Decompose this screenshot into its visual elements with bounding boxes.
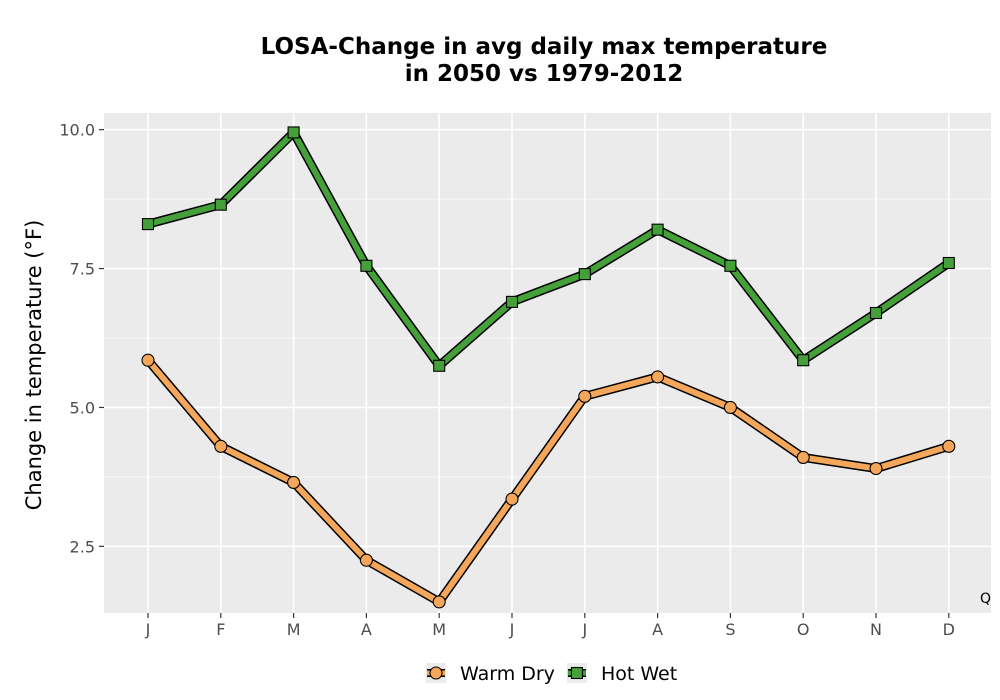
x-tick-label: J: [581, 620, 587, 639]
data-point-hot-wet: [505, 295, 519, 308]
legend-key-marker-warm-dry: [429, 666, 443, 680]
y-tick-label: 5.0: [70, 398, 95, 417]
data-point-hot-wet: [360, 259, 373, 272]
axis-labels: 2.5 5.0 7.5 10.0 J F M A M J J A S O N D: [59, 121, 955, 639]
legend-label-hot-wet: Hot Wet: [601, 663, 677, 685]
legend-label-warm-dry: Warm Dry: [460, 663, 555, 685]
data-point-warm-dry: [578, 389, 592, 403]
data-point-hot-wet: [869, 306, 883, 320]
y-axis-title: Change in temperature (°F): [22, 220, 46, 511]
data-point-warm-dry: [141, 353, 155, 367]
data-point-warm-dry: [287, 475, 301, 489]
data-point-hot-wet: [651, 223, 664, 236]
data-point-hot-wet: [287, 126, 300, 139]
data-point-warm-dry: [359, 553, 373, 567]
x-tick-label: S: [725, 620, 735, 639]
data-point-warm-dry: [796, 450, 810, 464]
series-line-hot-wet: [145, 129, 952, 369]
data-point-warm-dry: [723, 400, 737, 414]
y-tick-label: 2.5: [70, 537, 95, 556]
series-line-warm-dry: [145, 357, 952, 605]
legend-key-marker-hot-wet: [570, 666, 583, 680]
x-tick-label: A: [361, 620, 372, 639]
plot-panel: [104, 113, 991, 613]
series-layer: [141, 126, 956, 609]
data-point-warm-dry: [432, 595, 446, 609]
y-tick-label: 10.0: [59, 121, 95, 140]
x-tick-label: N: [870, 620, 882, 639]
data-point-warm-dry: [505, 492, 519, 506]
x-tick-label: J: [145, 620, 151, 639]
data-point-hot-wet: [942, 256, 955, 270]
data-point-warm-dry: [651, 370, 665, 384]
data-point-warm-dry: [214, 439, 228, 453]
data-point-hot-wet: [141, 218, 155, 231]
x-tick-label: J: [509, 620, 515, 639]
chart-title-line2: in 2050 vs 1979-2012: [405, 61, 684, 87]
data-point-hot-wet: [797, 354, 810, 367]
x-tick-label: F: [216, 620, 225, 639]
x-tick-label: M: [432, 620, 446, 639]
chart-title-line1: LOSA-Change in avg daily max temperature: [261, 34, 828, 60]
x-tick-label: M: [287, 620, 301, 639]
data-point-hot-wet: [578, 268, 591, 281]
legend: Warm Dry Hot Wet: [426, 663, 677, 685]
corner-annotation: Q: [980, 591, 991, 607]
x-tick-label: A: [652, 620, 663, 639]
x-tick-label: O: [797, 620, 810, 639]
data-point-warm-dry: [942, 439, 956, 453]
data-point-warm-dry: [869, 462, 883, 476]
data-point-hot-wet: [433, 359, 446, 372]
grid-lines: [104, 113, 991, 613]
y-tick-label: 7.5: [70, 260, 95, 279]
data-point-hot-wet: [214, 198, 227, 211]
x-tick-label: D: [943, 620, 955, 639]
data-point-hot-wet: [724, 259, 737, 272]
